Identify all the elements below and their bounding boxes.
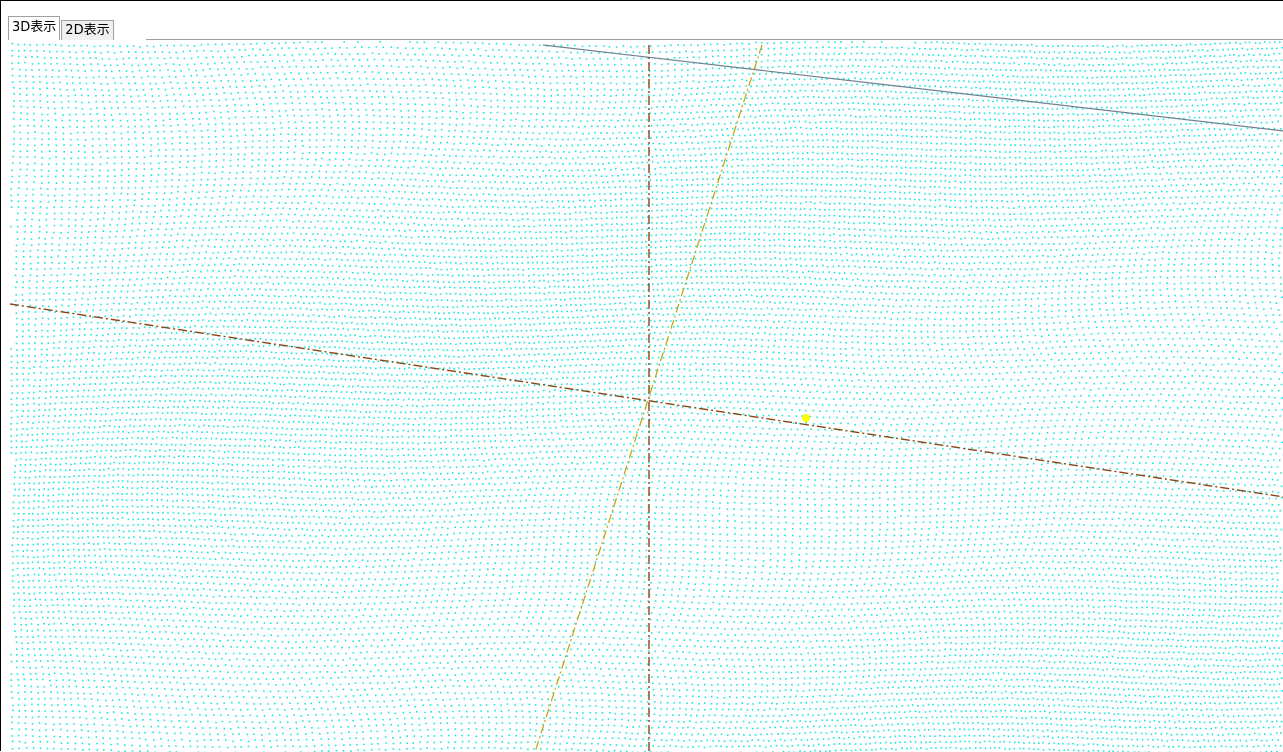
point-cloud-dots <box>10 41 1283 752</box>
tab-3d-view[interactable]: 3D表示 <box>8 16 61 40</box>
horizontal-axis-line <box>10 303 1283 498</box>
view-tabbar: 3D表示 2D表示 <box>8 16 1283 40</box>
tab-2d-view[interactable]: 2D表示 <box>61 20 114 40</box>
boundary-line <box>542 44 1283 132</box>
point-cloud <box>10 41 1283 752</box>
3d-viewport[interactable] <box>10 41 1283 752</box>
diagonal-axis-line <box>534 44 763 752</box>
point-cloud-canvas[interactable] <box>10 41 1283 752</box>
selected-point-marker[interactable] <box>802 414 810 422</box>
